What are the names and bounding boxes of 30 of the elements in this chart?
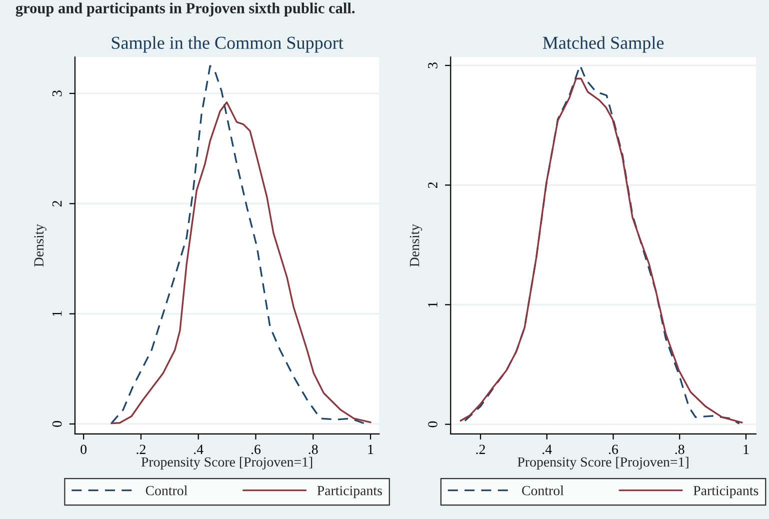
x-tick-label: 1 bbox=[744, 444, 749, 454]
x-tick-label: .4 bbox=[194, 444, 204, 454]
legend-label: Control bbox=[146, 486, 188, 496]
y-axis-title: Density bbox=[34, 224, 46, 267]
x-axis-title: Propensity Score [Projoven=1] bbox=[518, 456, 688, 470]
y-tick-label: 3 bbox=[52, 90, 62, 96]
y-tick-label: 3 bbox=[428, 62, 438, 68]
y-tick-label: 2 bbox=[52, 200, 62, 206]
y-tick-label: 0 bbox=[52, 421, 62, 427]
y-tick-label: 1 bbox=[52, 311, 62, 316]
legend-label: Control bbox=[522, 486, 564, 496]
y-axis-title: Density bbox=[410, 224, 422, 267]
x-tick-label: .2 bbox=[136, 444, 146, 454]
x-tick-label: 1 bbox=[368, 444, 374, 454]
y-tick-label: 2 bbox=[428, 182, 438, 188]
x-tick-label: .8 bbox=[675, 444, 684, 454]
x-tick-label: .4 bbox=[542, 444, 552, 454]
legend-label: Participants bbox=[694, 486, 758, 498]
y-tick-label: 1 bbox=[428, 302, 438, 307]
chart-title: Sample in the Common Support bbox=[112, 36, 344, 53]
x-axis-title: Propensity Score [Projoven=1] bbox=[141, 456, 312, 470]
x-tick-label: .2 bbox=[476, 444, 485, 454]
x-tick-label: 0 bbox=[80, 444, 87, 454]
text: group and participants in Projoven sixth public call. bbox=[16, 2, 355, 17]
x-tick-label: .6 bbox=[608, 444, 618, 454]
y-tick-label: 0 bbox=[428, 421, 438, 428]
legend-label: Participants bbox=[317, 486, 382, 498]
chart-title: Matched Sample bbox=[542, 36, 664, 53]
x-tick-label: .8 bbox=[308, 444, 318, 454]
x-tick-label: .6 bbox=[251, 444, 261, 454]
